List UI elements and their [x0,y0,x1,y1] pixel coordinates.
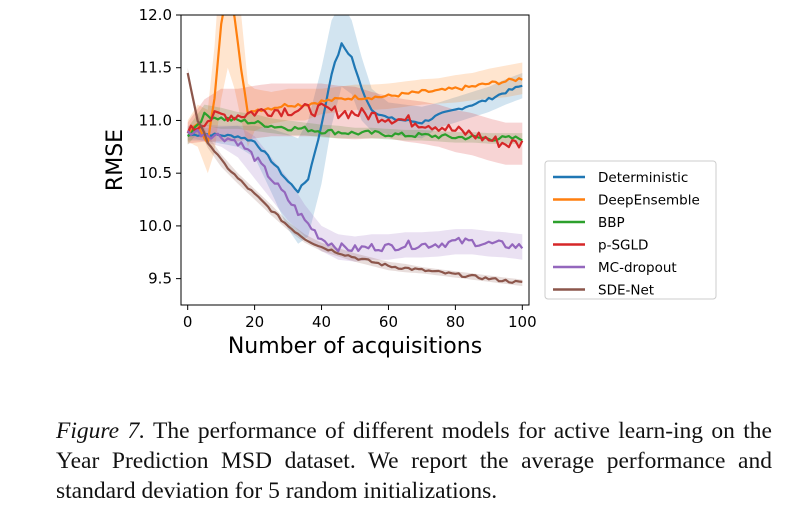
deepensemble-line [187,15,523,145]
mc-dropout-line [186,129,524,253]
legend-label-deterministic: Deterministic [598,170,688,186]
x-tick-label: 80 [446,313,465,331]
series-lines [186,15,524,284]
deepensemble-std-band [187,15,523,174]
x-tick-label: 100 [508,313,537,331]
mc-dropout-std-band [187,124,523,262]
figure-caption-text: The performance of different models for … [56,418,772,504]
legend-label-p-sgld: p-SGLD [598,238,648,254]
x-tick-label: 60 [379,313,398,331]
deterministic-std-band [187,15,523,244]
legend-label-deepensemble: DeepEnsemble [598,193,700,209]
p-sgld-std-band [187,83,523,165]
p-sgld-line [186,102,524,149]
plot-frame [180,14,530,306]
y-tick-label: 10.0 [139,217,172,235]
legend-label-mc-dropout: MC-dropout [598,260,677,276]
y-tick-label: 11.5 [139,59,172,77]
figure-caption: Figure 7. The performance of different m… [56,416,772,506]
y-tick-label: 10.5 [139,164,172,182]
x-tick-label: 40 [312,313,331,331]
y-tick-label: 9.5 [148,270,172,288]
legend-frame [544,160,717,300]
y-tick-label: 12.0 [139,6,172,24]
deterministic-line [187,42,523,194]
bbp-line [187,111,523,142]
bbp-std-band [187,104,523,145]
figure-label: Figure 7. [56,418,146,444]
legend-label-bbp: BBP [598,215,625,231]
x-tick-label: 0 [183,313,193,331]
legend: Deterministic DeepEnsemble BBP p-SGLD MC-dro… [544,160,717,300]
x-tick-label: 20 [245,313,264,331]
y-axis: 9.5 10.0 10.5 11.0 11.5 12.0 [139,6,181,288]
sde-net-line [186,72,523,284]
x-axis-title: Number of acquisitions [228,334,482,359]
legend-label-sde-net: SDE-Net [598,283,654,299]
y-axis-title: RMSE [103,129,128,191]
x-axis: 0 20 40 60 80 100 [183,305,537,331]
std-bands [187,15,523,286]
active-learning-rmse-chart: 0 20 40 60 80 100 9.5 10.0 10.5 11.0 11.5 12.0 Num… [103,6,717,359]
y-tick-label: 11.0 [139,111,172,129]
